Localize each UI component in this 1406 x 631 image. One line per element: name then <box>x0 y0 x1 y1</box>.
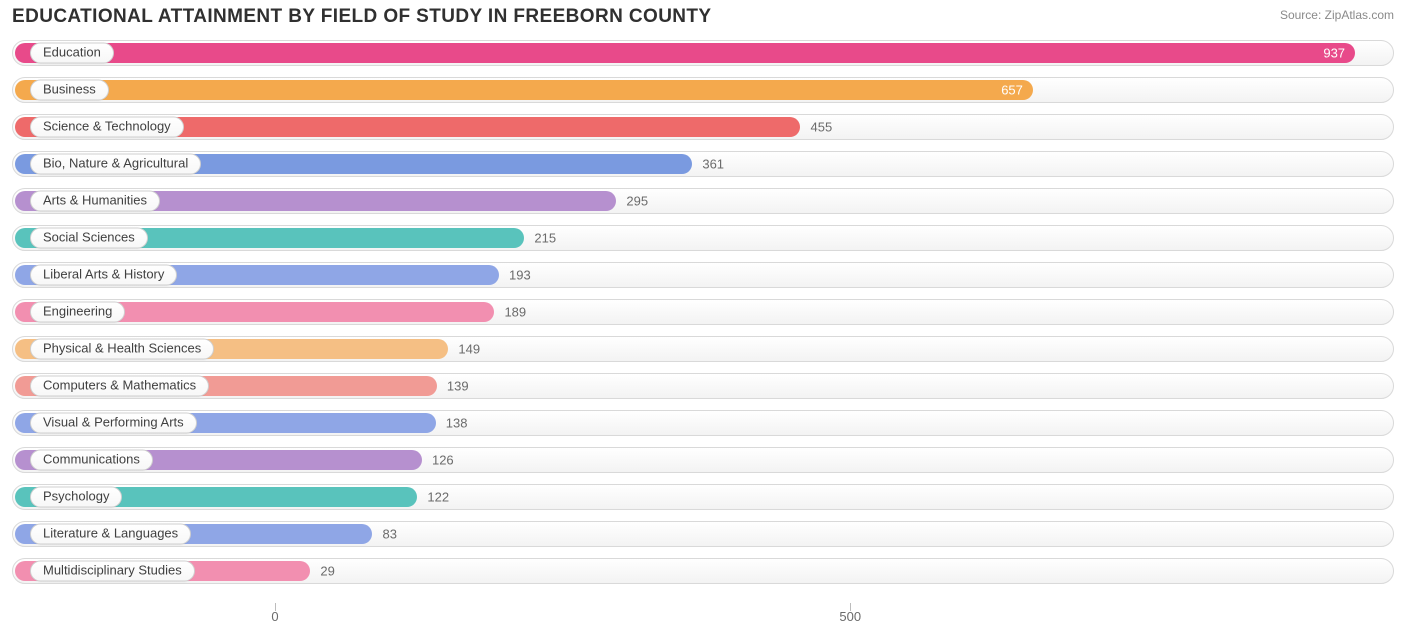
bar-row: Social Sciences 215 <box>12 223 1394 253</box>
bar-category-pill: Business <box>30 80 109 101</box>
bar-row: Physical & Health Sciences 149 <box>12 334 1394 364</box>
bar-row: Liberal Arts & History 193 <box>12 260 1394 290</box>
bar-category-pill: Arts & Humanities <box>30 191 160 212</box>
source-attribution: Source: ZipAtlas.com <box>1280 6 1394 22</box>
bar-row: Communications 126 <box>12 445 1394 475</box>
bar-category-pill: Visual & Performing Arts <box>30 413 197 434</box>
bar-row: Literature & Languages 83 <box>12 519 1394 549</box>
bar-value-label: 149 <box>458 342 480 357</box>
bar-value-label: 189 <box>504 305 526 320</box>
bar-category-pill: Engineering <box>30 302 125 323</box>
bar-value-label: 138 <box>446 416 468 431</box>
bar-value-label: 122 <box>427 490 449 505</box>
axis-tick-label: 0 <box>271 609 278 624</box>
bar-value-label: 657 <box>1001 83 1023 98</box>
bar-value-label: 361 <box>702 157 724 172</box>
bar-category-pill: Communications <box>30 450 153 471</box>
bar-category-pill: Computers & Mathematics <box>30 376 209 397</box>
axis-tick-label: 500 <box>839 609 861 624</box>
bar-fill <box>15 43 1355 63</box>
bar-category-pill: Psychology <box>30 487 122 508</box>
bar-category-pill: Education <box>30 43 114 64</box>
bar-row: Engineering 189 <box>12 297 1394 327</box>
bar-row: Business 657 <box>12 75 1394 105</box>
bar-value-label: 126 <box>432 453 454 468</box>
bar-value-label: 295 <box>626 194 648 209</box>
bar-row: Psychology 122 <box>12 482 1394 512</box>
bar-row: Computers & Mathematics 139 <box>12 371 1394 401</box>
chart-title: EDUCATIONAL ATTAINMENT BY FIELD OF STUDY… <box>12 6 712 28</box>
bar-value-label: 455 <box>810 120 832 135</box>
x-axis: 05001,000 <box>0 603 1406 625</box>
bar-category-pill: Physical & Health Sciences <box>30 339 214 360</box>
bar-fill <box>15 80 1033 100</box>
bar-row: Arts & Humanities 295 <box>12 186 1394 216</box>
bar-value-label: 937 <box>1323 46 1345 61</box>
bar-category-pill: Social Sciences <box>30 228 148 249</box>
bar-row: Education 937 <box>12 38 1394 68</box>
bar-category-pill: Liberal Arts & History <box>30 265 177 286</box>
bar-value-label: 29 <box>320 564 334 579</box>
chart-area: Education 937 Business 657 Science & Technol… <box>12 38 1394 586</box>
bar-category-pill: Literature & Languages <box>30 524 191 545</box>
bar-category-pill: Science & Technology <box>30 117 184 138</box>
bar-row: Multidisciplinary Studies 29 <box>12 556 1394 586</box>
bar-row: Visual & Performing Arts 138 <box>12 408 1394 438</box>
bar-category-pill: Bio, Nature & Agricultural <box>30 154 201 175</box>
bar-value-label: 139 <box>447 379 469 394</box>
bar-row: Science & Technology 455 <box>12 112 1394 142</box>
bar-value-label: 83 <box>382 527 396 542</box>
bar-value-label: 193 <box>509 268 531 283</box>
bar-category-pill: Multidisciplinary Studies <box>30 561 195 582</box>
bar-value-label: 215 <box>534 231 556 246</box>
bar-row: Bio, Nature & Agricultural 361 <box>12 149 1394 179</box>
